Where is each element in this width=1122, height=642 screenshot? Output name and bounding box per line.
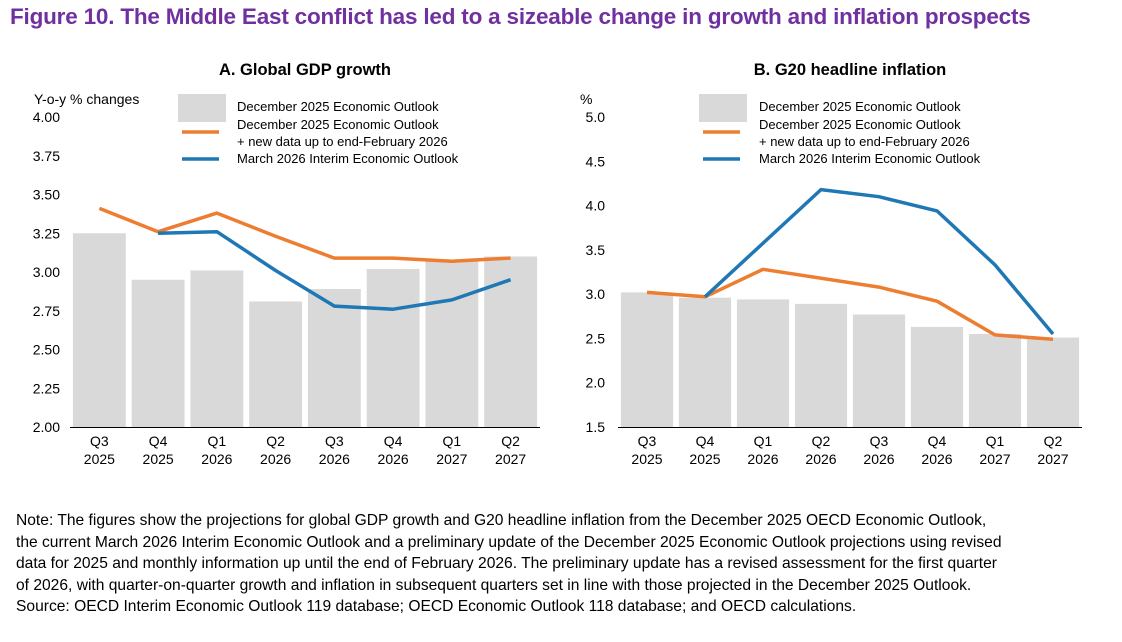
panel-a-legend: December 2025 Economic Outlook December … [178,94,459,166]
panel-a-x-tick-year: 2026 [260,451,291,467]
legend-blue-label: March 2026 Interim Economic Outlook [759,151,981,166]
note-line: Note: The figures show the projections f… [16,512,987,529]
panel-b-x-tick-year: 2026 [805,451,836,467]
panel-b-y-tick-label: 2.5 [586,330,606,346]
note-line: of 2026, with quarter-on-quarter growth … [16,576,972,594]
legend-bars-label: December 2025 Economic Outlook [759,99,961,114]
legend-bar-swatch [178,94,226,122]
panel-b-line-blue [703,187,1055,336]
panel-a-gdp-growth-chart: A. Global GDP growth Y-o-y % changes 2.0… [33,61,540,467]
legend-orange-label-line1: December 2025 Economic Outlook [237,117,439,132]
panel-a-x-tick-quarter: Q2 [501,433,520,449]
legend-orange-label-line1: December 2025 Economic Outlook [759,117,961,132]
panel-b-x-tick-year: 2026 [863,451,894,467]
legend-bars-label: December 2025 Economic Outlook [237,99,439,114]
panel-a-bar [131,279,185,427]
panel-a-bar [249,301,303,427]
panel-a-bar [366,268,420,427]
panel-a-y-tick-label: 3.50 [33,187,60,203]
panel-a-line-blue [158,229,512,311]
panel-a-y-tick-label: 4.00 [33,109,60,125]
legend-orange-label-line2: + new data up to end-February 2026 [759,134,970,149]
figure-note: Note: The figures show the projections f… [16,510,1116,618]
panel-b-bar [620,292,674,427]
panel-b-x-tick-quarter: Q4 [696,433,715,449]
panel-b-x-tick-quarter: Q4 [928,433,947,449]
panel-b-bar [794,303,848,427]
panel-b-y-tick-label: 3.0 [586,286,606,302]
panel-b-y-tick-label: 5.0 [586,109,606,125]
panel-a-x-tick-year: 2026 [201,451,232,467]
panel-a-x-tick-year: 2025 [84,451,115,467]
panel-b-x-tick-year: 2026 [747,451,778,467]
panel-b-legend: December 2025 Economic Outlook December … [699,94,981,166]
panel-a-x-tick-quarter: Q4 [384,433,403,449]
legend-blue-label: March 2026 Interim Economic Outlook [237,151,459,166]
panel-b-y-tick-label: 1.5 [586,419,606,435]
panel-b-bar [910,326,964,427]
panel-b-y-tick-label: 3.5 [586,242,606,258]
panel-b-y-axis-label: % [580,91,592,107]
legend-bar-swatch [699,94,747,122]
panel-b-x-tick-quarter: Q1 [754,433,773,449]
panel-b-bar [968,334,1022,427]
panel-a-y-tick-label: 3.75 [33,148,60,164]
panel-a-bar [190,270,244,427]
panel-b-inflation-chart: B. G20 headline inflation % 1.5 2.0 2.5 3.0… [580,61,1082,467]
panel-a-bar [72,233,126,427]
panel-b-x-tick-quarter: Q3 [870,433,889,449]
panel-b-x-tick-quarter: Q1 [986,433,1005,449]
note-line: data for 2025 and monthly information up… [16,555,997,573]
panel-b-title: B. G20 headline inflation [754,61,947,79]
panel-a-bar [484,256,538,427]
panel-b-x-tick-year: 2026 [921,451,952,467]
panel-b-x-tick-year: 2027 [1037,451,1068,467]
panel-a-line-orange [98,206,511,263]
panel-b-bar [736,299,790,427]
panel-a-y-tick-label: 2.00 [33,419,60,435]
panel-b-y-tick-label: 4.0 [586,198,606,214]
panel-a-y-tick-label: 2.75 [33,303,60,319]
panel-b-x-tick-quarter: Q3 [638,433,657,449]
figure-title: Figure 10. The Middle East conflict has … [10,4,1031,29]
panel-a-title: A. Global GDP growth [219,61,391,79]
legend-orange-label-line2: + new data up to end-February 2026 [237,134,448,149]
panel-a-x-tick-quarter: Q1 [443,433,462,449]
panel-a-y-tick-label: 2.50 [33,342,60,358]
panel-a-y-tick-label: 3.25 [33,225,60,241]
panel-a-bar [425,261,479,427]
panel-b-bars [620,292,1080,427]
panel-a-x-tick-quarter: Q4 [149,433,168,449]
panel-b-bar [678,297,732,427]
panel-b-x-tick-year: 2027 [979,451,1010,467]
panel-a-x-tick-year: 2026 [319,451,350,467]
panel-a-y-axis-label: Y-o-y % changes [34,91,139,107]
panel-b-x-tick-year: 2025 [631,451,662,467]
panel-a-x-tick-year: 2026 [378,451,409,467]
panel-a-x-tick-quarter: Q3 [325,433,344,449]
panel-a-x-tick-quarter: Q3 [90,433,109,449]
panel-a-x-tick-year: 2027 [495,451,526,467]
panel-b-y-tick-label: 2.0 [586,375,606,391]
panel-b-bar [852,314,906,427]
panel-a-x-tick-quarter: Q1 [208,433,227,449]
note-line: Source: OECD Interim Economic Outlook 11… [16,598,857,616]
panel-a-y-tick-label: 2.25 [33,380,60,396]
panel-a-x-tick-quarter: Q2 [266,433,285,449]
panel-a-x-tick-year: 2027 [436,451,467,467]
panel-b-y-tick-label: 4.5 [586,153,606,169]
panel-a-bar [307,289,361,427]
panel-b-x-tick-year: 2025 [689,451,720,467]
note-line: the current March 2026 Interim Economic … [16,533,1002,551]
panel-b-x-tick-quarter: Q2 [1044,433,1063,449]
panel-a-y-tick-label: 3.00 [33,264,60,280]
panel-a-bars [72,233,538,427]
panel-a-x-tick-year: 2025 [143,451,174,467]
panel-b-x-tick-quarter: Q2 [812,433,831,449]
panel-b-bar [1026,337,1080,427]
